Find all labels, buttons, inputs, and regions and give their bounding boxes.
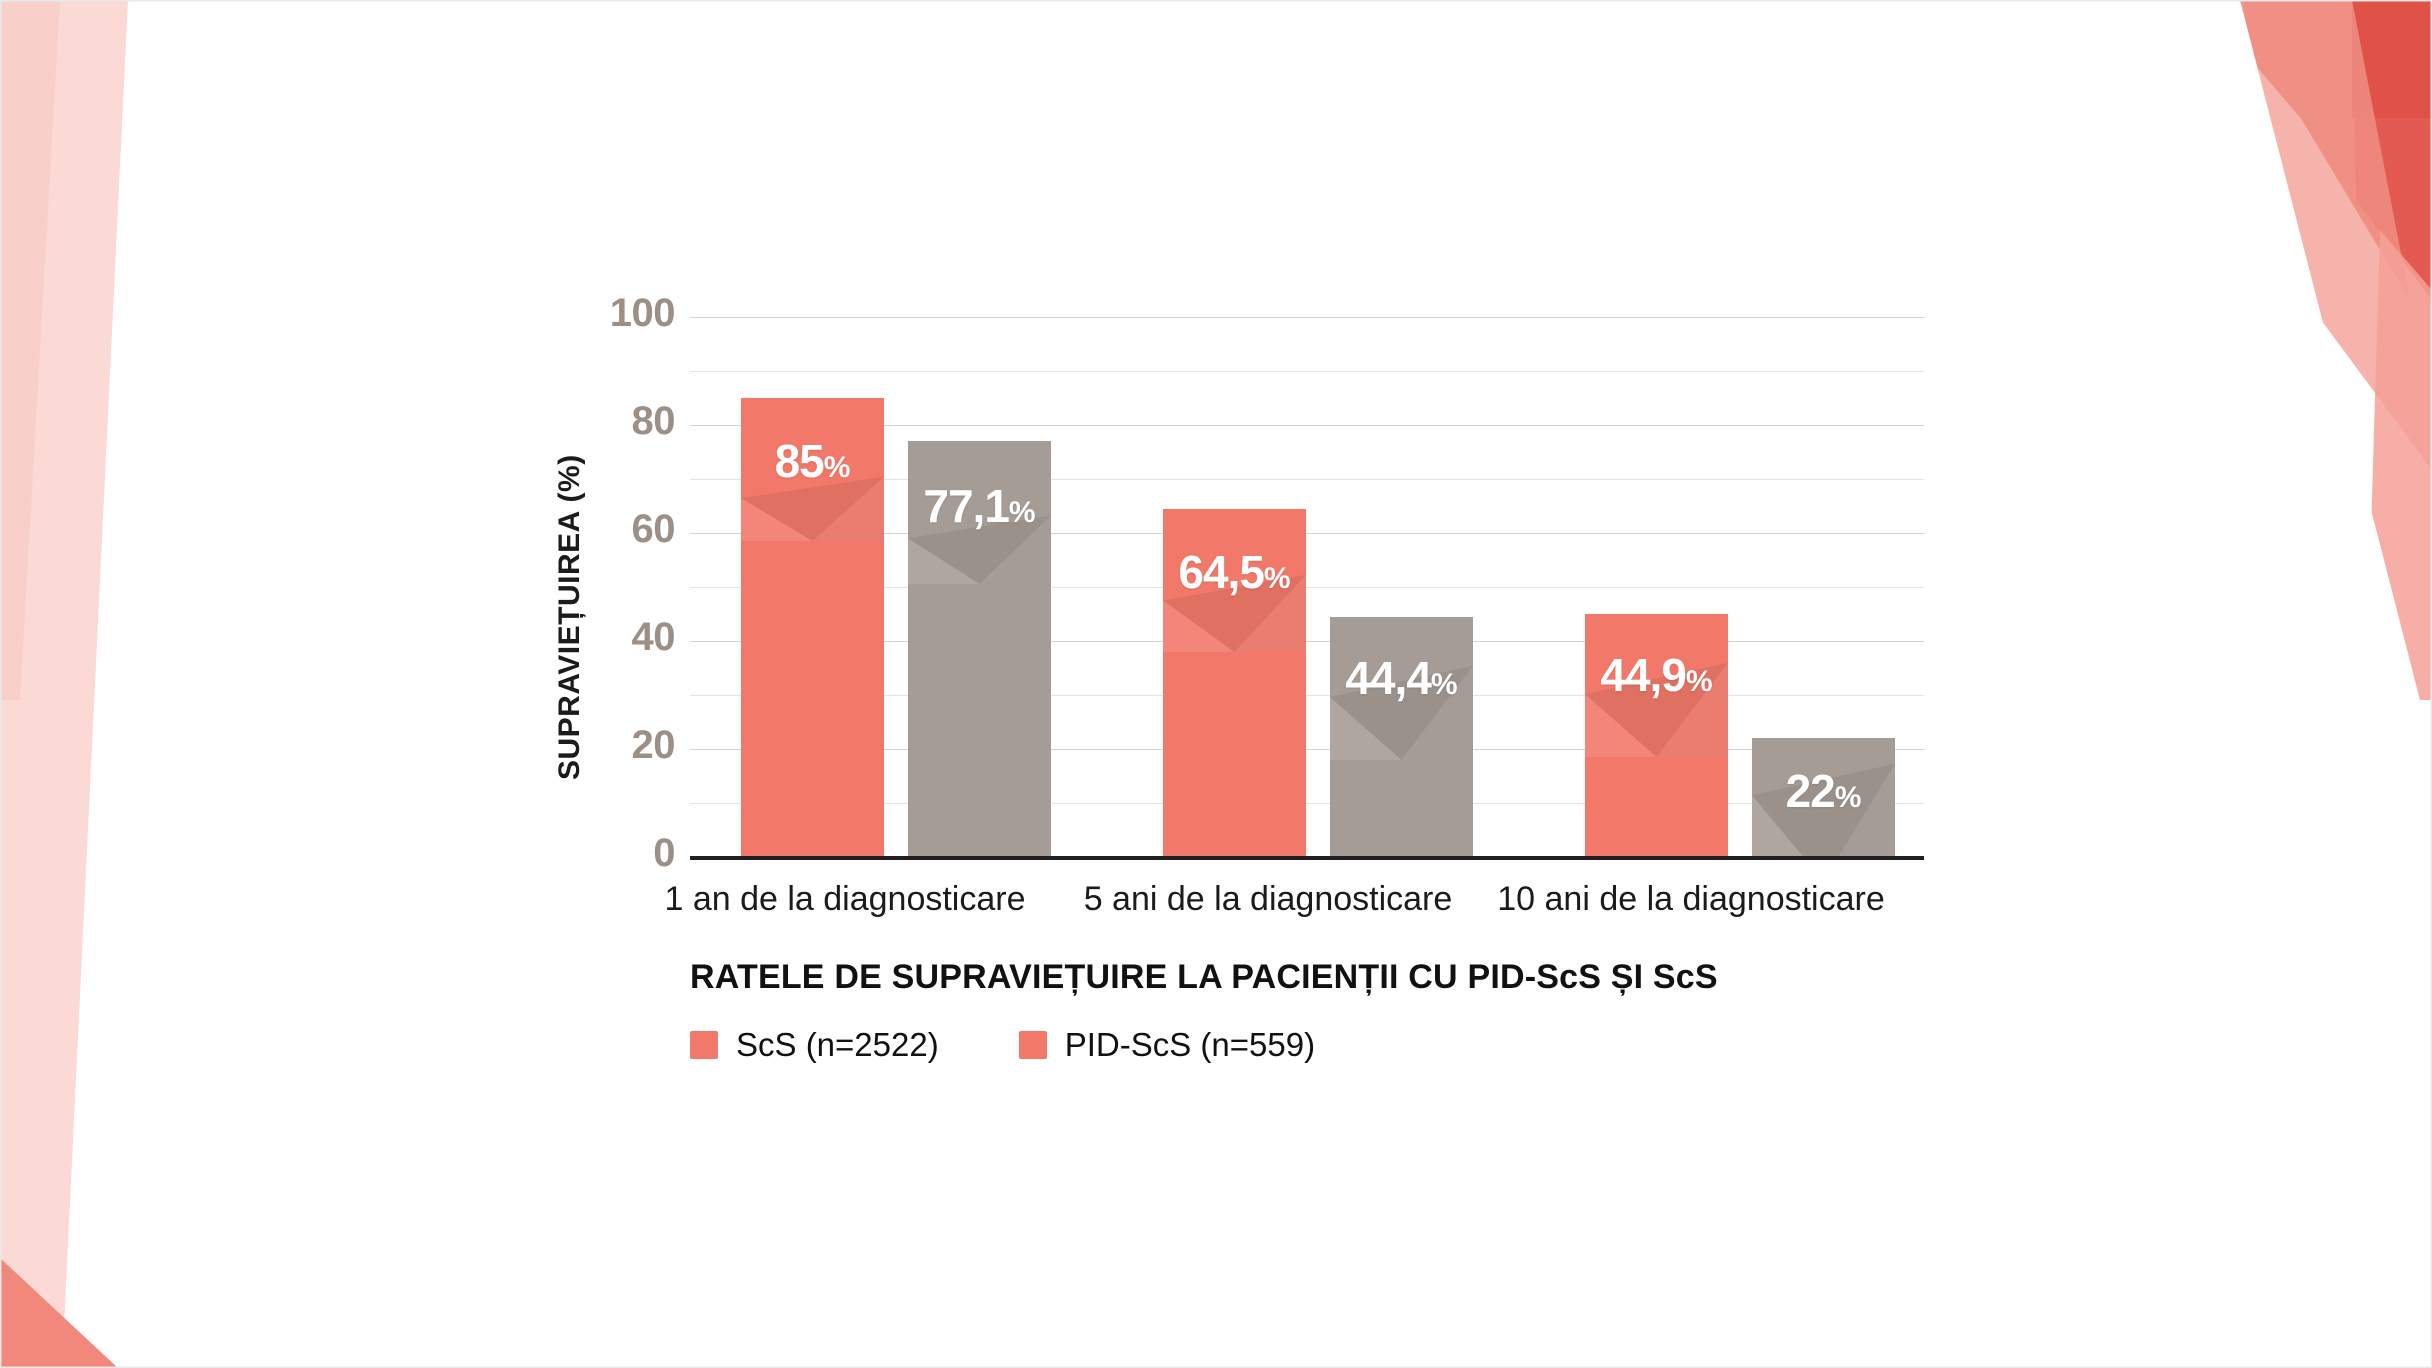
gridline-40 — [690, 641, 1924, 642]
deco-bottom-left-triangle — [0, 1258, 118, 1368]
bar-value-percent: % — [1834, 781, 1862, 814]
bar-value-label: 64,5% — [1163, 545, 1306, 599]
bar-value-number: 77,1 — [923, 480, 1010, 532]
bar-facet-overlay — [741, 476, 884, 541]
bar-value-percent: % — [823, 451, 851, 484]
gridline-90 — [690, 371, 1924, 372]
x-category-label-1an: 1 an de la diagnosticare — [664, 880, 1026, 918]
legend-item-scs[interactable]: ScS (n=2522) — [690, 1026, 939, 1064]
bar-pidscs-1an[interactable]: 77,1% — [908, 441, 1051, 857]
gridline-30 — [690, 695, 1924, 696]
x-axis-baseline — [690, 856, 1924, 860]
plot-area: 85% 77,1% — [690, 317, 1924, 857]
bar-facet-overlay — [1585, 662, 1728, 757]
bar-scs-1an[interactable]: 85% — [741, 398, 884, 857]
legend-swatch-icon — [690, 1031, 718, 1059]
gridline-10 — [690, 803, 1924, 804]
x-category-label-10ani: 10 ani de la diagnosticare — [1497, 880, 1885, 918]
bar-pidscs-10ani[interactable]: 22% — [1752, 738, 1895, 857]
y-tick-80: 80 — [631, 399, 676, 443]
gridline-100 — [690, 317, 1924, 318]
x-category-label-5ani: 5 ani de la diagnosticare — [1083, 880, 1453, 918]
bar-facet-overlay — [1752, 763, 1895, 857]
y-tick-20: 20 — [631, 723, 676, 767]
bar-value-label: 44,4% — [1330, 651, 1473, 705]
bar-value-label: 85% — [741, 434, 884, 488]
y-tick-100: 100 — [609, 291, 676, 335]
bar-value-percent: % — [1263, 562, 1291, 595]
legend-label: PID-ScS (n=559) — [1064, 1026, 1316, 1063]
bar-pidscs-5ani[interactable]: 44,4% — [1330, 617, 1473, 857]
chart-title: RATELE DE SUPRAVIEȚUIRE LA PACIENȚII CU … — [690, 958, 1718, 996]
gridline-50 — [690, 587, 1924, 588]
bar-value-number: 44,4 — [1345, 652, 1432, 704]
deco-top-right-mid — [2352, 0, 2432, 300]
deco-top-right-light — [2200, 0, 2410, 300]
gridline-20 — [690, 749, 1924, 750]
bar-value-percent: % — [1008, 496, 1036, 529]
bar-facet-overlay — [1163, 574, 1306, 652]
bar-value-number: 22 — [1785, 765, 1836, 817]
bar-value-label: 77,1% — [908, 479, 1051, 533]
bar-value-number: 44,9 — [1600, 649, 1687, 701]
bar-value-label: 44,9% — [1585, 648, 1728, 702]
bar-scs-10ani[interactable]: 44,9% — [1585, 614, 1728, 857]
bar-value-number: 64,5 — [1178, 546, 1265, 598]
deco-top-left-wedge-2 — [0, 0, 60, 700]
deco-top-right-white-cut — [2200, 0, 2420, 700]
legend-item-pidscs[interactable]: PID-ScS (n=559) — [1018, 1026, 1316, 1064]
bar-facet-overlay — [908, 515, 1051, 584]
bar-value-percent: % — [1430, 668, 1458, 701]
gridline-60 — [690, 533, 1924, 534]
bar-value-number: 85 — [774, 435, 825, 487]
legend-label: ScS (n=2522) — [736, 1026, 939, 1063]
bar-value-label: 22% — [1752, 764, 1895, 818]
y-tick-40: 40 — [631, 615, 676, 659]
gridline-70 — [690, 479, 1924, 480]
chart-legend: ScS (n=2522) PID-ScS (n=559) — [690, 1026, 1315, 1064]
bar-value-percent: % — [1685, 665, 1713, 698]
bar-scs-5ani[interactable]: 64,5% — [1163, 509, 1306, 857]
y-tick-60: 60 — [631, 507, 676, 551]
gridline-80 — [690, 425, 1924, 426]
legend-swatch-icon — [1018, 1031, 1047, 1059]
bar-facet-overlay — [1330, 665, 1473, 760]
y-tick-0: 0 — [653, 831, 675, 875]
